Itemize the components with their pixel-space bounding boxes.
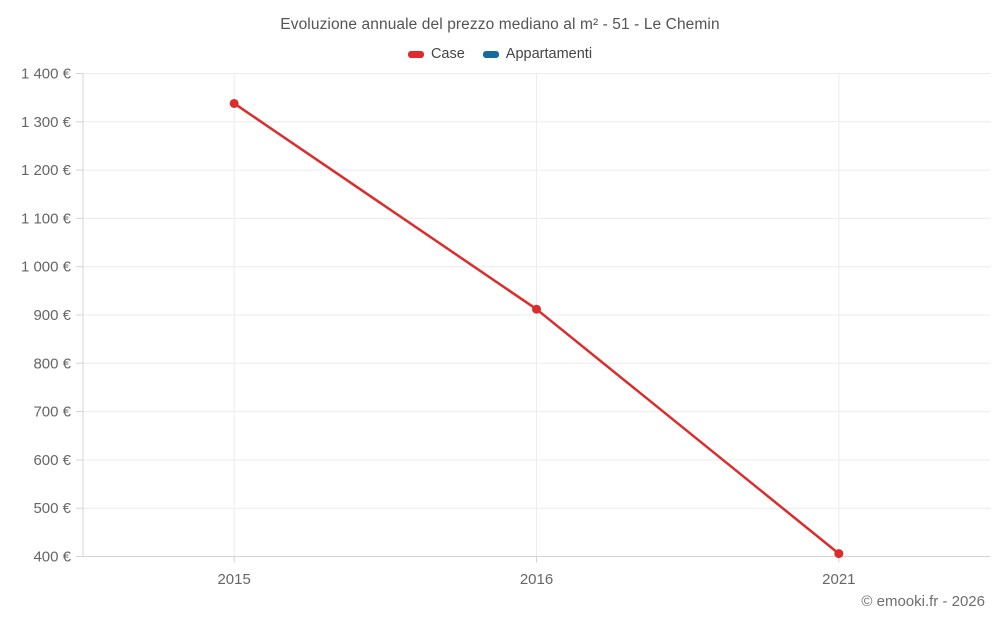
ytick-label: 1 000 € [21,259,72,276]
data-point-case[interactable] [834,549,844,559]
chart-title: Evoluzione annuale del prezzo mediano al… [280,16,720,33]
ytick-label: 800 € [33,355,71,372]
ytick-label: 1 300 € [21,114,72,131]
footer-credit: © emooki.fr - 2026 [861,593,985,610]
data-point-case[interactable] [532,304,541,314]
legend-item-appartamenti[interactable]: Appartamenti [482,46,593,62]
legend: Case Appartamenti [0,46,1000,62]
ytick-label: 900 € [33,307,71,324]
legend-swatch-appartamenti [482,50,499,58]
legend-label: Case [430,46,465,62]
legend-label: Appartamenti [505,46,593,62]
xtick-label: 2016 [520,571,553,588]
data-point-case[interactable] [229,98,239,108]
ytick-label: 400 € [33,549,71,566]
xtick-label: 2015 [217,571,250,588]
ytick-label: 1 100 € [21,210,72,227]
ytick-label: 700 € [33,404,71,421]
legend-swatch-case [407,50,424,58]
ytick-label: 1 200 € [21,162,72,179]
ytick-label: 500 € [33,500,71,517]
ytick-label: 1 400 € [21,66,72,83]
xtick-label: 2021 [822,571,855,588]
legend-item-case[interactable]: Case [407,46,465,62]
ytick-label: 600 € [33,452,71,469]
